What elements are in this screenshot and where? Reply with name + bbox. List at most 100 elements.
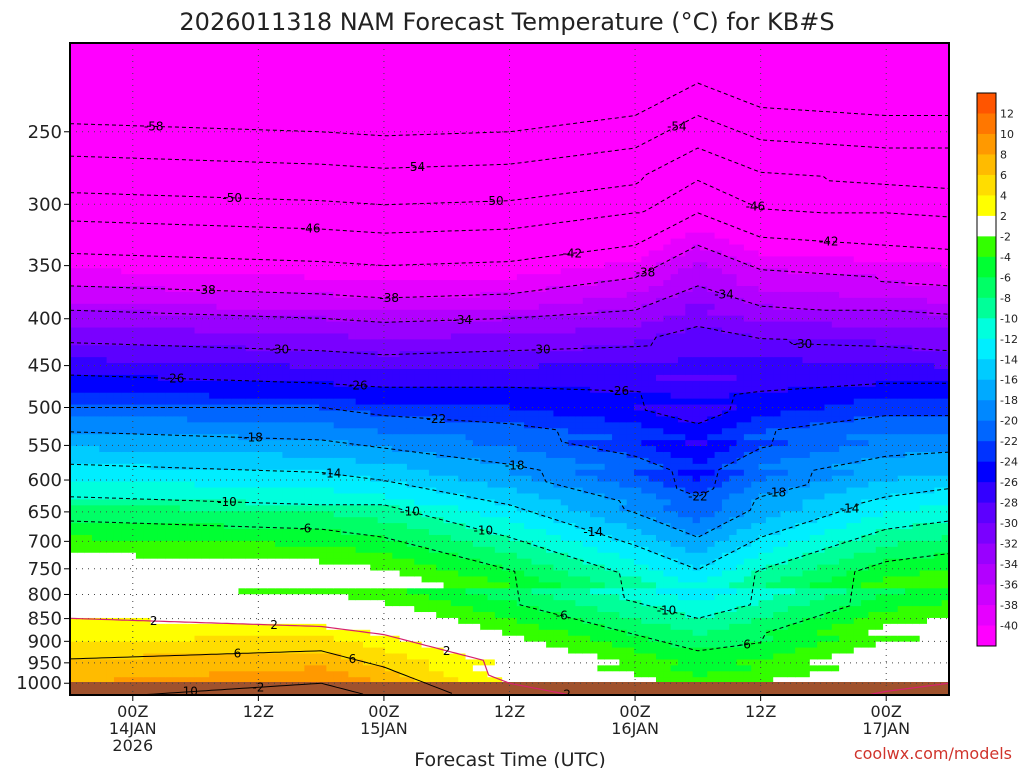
fill-cell xyxy=(209,665,218,672)
fill-cell xyxy=(326,576,335,583)
fill-cell xyxy=(84,43,93,50)
fill-cell xyxy=(341,647,349,655)
fill-cell xyxy=(165,102,174,109)
fill-cell xyxy=(304,493,313,500)
fill-cell xyxy=(304,594,313,601)
fill-cell xyxy=(311,440,320,447)
fill-cell xyxy=(282,475,291,483)
fill-cell xyxy=(267,297,276,305)
fill-cell xyxy=(348,333,357,340)
fill-cell xyxy=(99,43,108,50)
fill-cell xyxy=(275,653,284,661)
fill-cell xyxy=(216,416,225,423)
fill-cell xyxy=(143,469,152,477)
fill-cell xyxy=(194,54,203,62)
fill-cell xyxy=(355,511,364,518)
fill-cell xyxy=(384,422,393,429)
fill-cell xyxy=(135,339,144,346)
fill-cell xyxy=(187,475,196,483)
fill-cell xyxy=(187,268,196,275)
fill-cell xyxy=(311,102,320,109)
fill-cell xyxy=(311,244,320,252)
fill-cell xyxy=(223,487,232,495)
fill-cell xyxy=(384,392,393,400)
fill-cell xyxy=(77,641,86,649)
fill-cell xyxy=(84,291,93,299)
fill-cell xyxy=(253,659,262,666)
fill-cell xyxy=(341,48,349,56)
fill-cell xyxy=(370,582,379,589)
fill-cell xyxy=(216,66,225,74)
fill-cell xyxy=(326,131,335,139)
fill-cell xyxy=(77,517,86,524)
fill-cell xyxy=(187,96,196,103)
fill-cell xyxy=(106,641,115,649)
fill-cell xyxy=(384,647,393,655)
fill-cell xyxy=(363,54,371,62)
fill-cell xyxy=(399,203,408,210)
fill-cell xyxy=(355,143,364,151)
fill-cell xyxy=(253,191,262,198)
fill-cell xyxy=(150,552,159,560)
fill-cell xyxy=(135,600,144,607)
fill-cell xyxy=(363,351,371,358)
fill-cell xyxy=(304,155,313,163)
fill-cell xyxy=(209,398,218,406)
fill-cell xyxy=(106,612,115,619)
fill-cell xyxy=(267,191,276,198)
fill-cell xyxy=(84,220,93,228)
fill-cell xyxy=(70,576,78,583)
fill-cell xyxy=(194,345,203,352)
fill-cell xyxy=(150,641,159,649)
fill-cell xyxy=(384,173,393,180)
fill-cell xyxy=(121,671,130,678)
fill-cell xyxy=(231,374,240,382)
fill-cell xyxy=(333,570,342,578)
fill-cell xyxy=(311,582,320,589)
fill-cell xyxy=(231,653,240,661)
fill-cell xyxy=(231,380,240,388)
fill-cell xyxy=(216,131,225,139)
fill-cell xyxy=(319,84,327,92)
fill-cell xyxy=(275,84,284,92)
fill-cell xyxy=(267,606,276,613)
fill-cell xyxy=(363,191,371,198)
fill-cell xyxy=(333,582,342,589)
fill-cell xyxy=(377,446,386,453)
fill-cell xyxy=(143,493,152,500)
fill-cell xyxy=(333,280,342,287)
fill-cell xyxy=(150,149,159,157)
fill-cell xyxy=(231,309,240,317)
fill-cell xyxy=(231,534,240,542)
fill-cell xyxy=(319,463,327,471)
fill-cell xyxy=(326,511,335,518)
fill-cell xyxy=(333,475,342,483)
fill-cell xyxy=(341,671,349,678)
fill-cell xyxy=(121,357,130,364)
fill-cell xyxy=(179,137,188,145)
fill-cell xyxy=(355,386,364,394)
fill-cell xyxy=(165,517,174,524)
fill-cell xyxy=(84,327,93,335)
fill-cell xyxy=(121,250,130,257)
fill-cell xyxy=(201,137,210,145)
fill-cell xyxy=(333,90,342,97)
fill-cell xyxy=(106,286,115,293)
fill-cell xyxy=(341,511,349,518)
fill-cell xyxy=(113,333,122,340)
fill-cell xyxy=(377,238,386,246)
fill-cell xyxy=(91,594,100,601)
fill-cell xyxy=(187,167,196,174)
fill-cell xyxy=(106,309,115,317)
fill-cell xyxy=(91,517,100,524)
fill-cell xyxy=(157,363,166,370)
fill-cell xyxy=(106,475,115,483)
fill-cell xyxy=(187,588,196,595)
fill-cell xyxy=(326,108,335,115)
fill-cell xyxy=(377,523,386,530)
fill-cell xyxy=(355,392,364,400)
fill-cell xyxy=(91,357,100,364)
fill-cell xyxy=(326,220,335,228)
fill-cell xyxy=(297,357,305,364)
fill-cell xyxy=(157,280,166,287)
